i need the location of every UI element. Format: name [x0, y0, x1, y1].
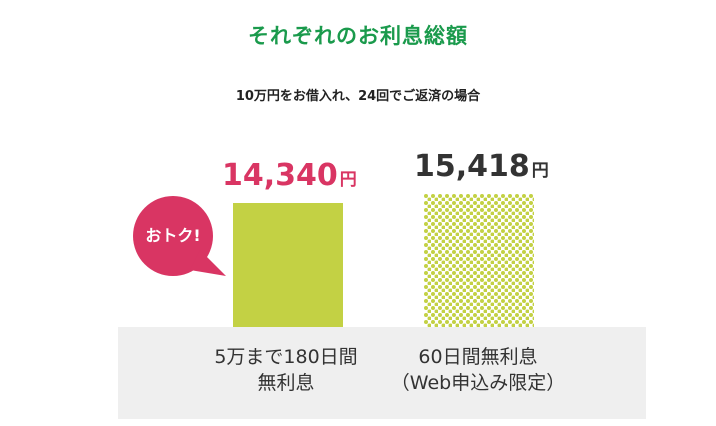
category-base-panel — [118, 327, 646, 419]
category-label-2-line-2: （Web申込み限定） — [390, 372, 566, 394]
category-label-1-line-2: 無利息 — [257, 372, 315, 394]
value-number-1: 14,340 — [222, 158, 338, 193]
bar-2 — [424, 194, 534, 327]
chart-subtitle: 10万円をお借入れ、24回でご返済の場合 — [235, 89, 481, 104]
value-label-2: 15,418 円 — [414, 150, 549, 188]
value-label-1: 14,340 円 — [222, 159, 357, 197]
category-label-1-line-1: 5万まで180日間 — [214, 346, 358, 368]
chart-title: それぞれのお利息総額 — [248, 24, 468, 48]
value-number-2: 15,418 — [414, 149, 530, 184]
value-unit-2: 円 — [531, 161, 549, 181]
speech-bubble-icon — [133, 196, 226, 276]
category-label-2: 60日間無利息 （Web申込み限定） — [358, 344, 598, 396]
value-unit-1: 円 — [339, 170, 357, 190]
category-label-1: 5万まで180日間 無利息 — [166, 344, 406, 396]
category-label-2-line-1: 60日間無利息 — [418, 346, 538, 368]
badge-label: おトク! — [145, 226, 201, 245]
discount-badge: おトク! — [130, 196, 226, 282]
bar-1 — [233, 203, 343, 327]
